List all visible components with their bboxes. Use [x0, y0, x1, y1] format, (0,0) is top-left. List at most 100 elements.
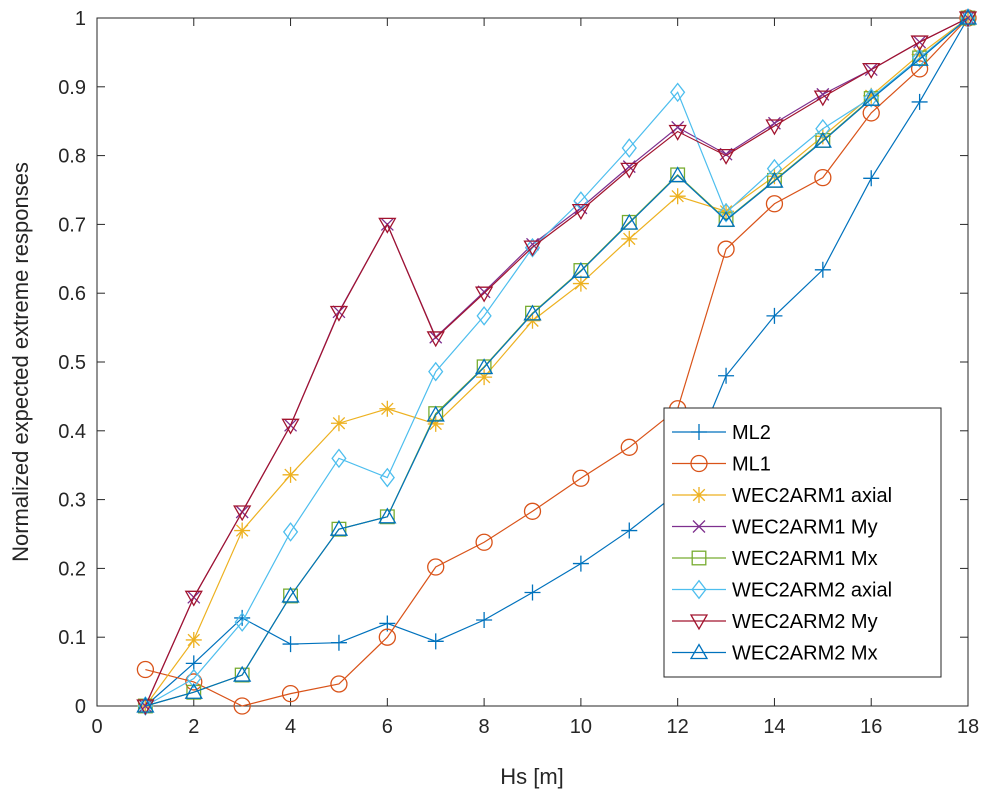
series-line — [144, 17, 969, 707]
data-point — [474, 358, 494, 375]
data-point — [910, 35, 929, 52]
data-point — [689, 614, 709, 631]
y-tick-label: 0.8 — [58, 146, 86, 168]
data-point — [234, 522, 251, 539]
data-point — [572, 555, 589, 572]
data-point — [766, 307, 783, 324]
data-point — [282, 636, 299, 653]
series-line — [144, 17, 969, 707]
data-point — [524, 237, 541, 258]
x-tick-label: 0 — [91, 716, 102, 738]
data-point — [621, 522, 638, 539]
data-point — [572, 275, 589, 292]
x-tick-label: 18 — [957, 716, 979, 738]
data-point — [233, 505, 252, 522]
data-point — [428, 361, 444, 382]
data-point — [813, 90, 832, 107]
data-point — [863, 87, 880, 104]
data-point — [379, 467, 395, 488]
data-point — [379, 400, 396, 417]
data-point — [330, 675, 348, 693]
data-point — [234, 612, 250, 632]
series-layer — [136, 8, 978, 716]
data-point — [572, 469, 590, 487]
data-point — [281, 684, 300, 703]
data-point — [910, 49, 929, 66]
data-point — [689, 643, 709, 660]
data-point — [136, 699, 155, 716]
series-line — [144, 17, 969, 707]
data-point — [474, 286, 494, 303]
data-point — [571, 261, 591, 278]
y-tick-label: 0.2 — [58, 558, 86, 580]
data-point — [186, 668, 202, 689]
data-point — [281, 586, 300, 603]
data-point — [184, 590, 203, 607]
data-point — [136, 660, 155, 679]
y-tick-label: 1 — [75, 8, 86, 30]
y-tick-label: 0.4 — [58, 421, 86, 443]
x-tick-label: 12 — [667, 716, 689, 738]
data-point — [185, 631, 202, 648]
data-point — [476, 306, 492, 326]
data-point — [814, 261, 831, 278]
legend-label: ML1 — [732, 454, 771, 476]
data-point — [523, 240, 542, 257]
data-point — [691, 487, 707, 503]
data-point — [427, 633, 444, 650]
data-point — [329, 519, 349, 536]
y-tick-label: 0.1 — [58, 627, 86, 649]
legend-item: WEC2ARM2 axial — [672, 580, 892, 602]
data-point — [185, 673, 203, 691]
data-point — [233, 665, 252, 682]
y-tick-label: 0 — [75, 696, 86, 718]
data-point — [330, 415, 347, 432]
data-point — [862, 89, 881, 106]
data-point — [281, 418, 300, 435]
data-point — [524, 584, 541, 601]
x-tick-label: 14 — [763, 716, 785, 738]
legend-label: WEC2ARM1 My — [732, 517, 878, 539]
series-wec2arm2-mx — [136, 8, 978, 713]
legend-item: WEC2ARM2 Mx — [672, 643, 878, 665]
data-point — [958, 8, 978, 25]
x-axis-label: Hs [m] — [500, 764, 564, 789]
legend: ML2 ML1 WEC2ARM1 axial WEC2ARM1 My WEC2ARM1 … — [663, 407, 942, 678]
data-point — [330, 634, 347, 651]
data-point — [718, 202, 734, 223]
data-point — [523, 304, 542, 321]
data-point — [426, 331, 445, 348]
data-point — [814, 128, 831, 145]
data-point — [692, 520, 706, 533]
data-point — [765, 119, 784, 136]
data-point — [331, 448, 347, 469]
data-point — [329, 305, 349, 322]
data-point — [911, 93, 928, 110]
data-point — [863, 170, 880, 187]
data-point — [958, 11, 978, 28]
data-point — [184, 682, 203, 699]
data-point — [475, 533, 493, 551]
data-point — [233, 697, 251, 715]
data-point — [668, 166, 687, 183]
data-point — [668, 124, 687, 141]
x-tick-label: 10 — [570, 716, 592, 738]
data-point — [718, 367, 735, 384]
data-point — [427, 558, 445, 576]
data-point — [282, 466, 299, 483]
data-point — [862, 62, 881, 79]
data-point — [765, 171, 784, 188]
data-point — [813, 131, 832, 148]
data-point — [911, 46, 928, 63]
legend-label: WEC2ARM2 Mx — [732, 643, 878, 665]
y-axis-label: Normalized expected extreme responses — [8, 162, 33, 562]
data-point — [282, 522, 299, 542]
data-point — [427, 415, 444, 432]
x-tick-label: 6 — [382, 716, 393, 738]
legend-item: WEC2ARM1 My — [672, 517, 878, 539]
data-point — [378, 217, 397, 234]
data-point — [476, 612, 493, 628]
series-ml1 — [136, 9, 977, 715]
data-point — [765, 195, 784, 213]
